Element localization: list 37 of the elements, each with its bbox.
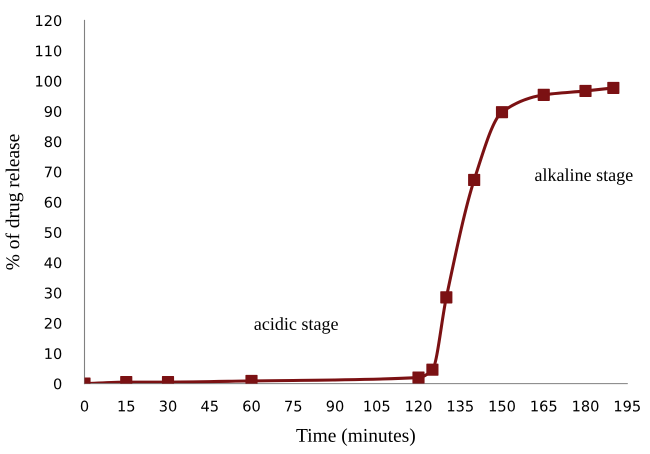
y-tick-label: 50 <box>44 227 62 238</box>
x-tick-label: 75 <box>285 400 302 412</box>
y-tick-label: 20 <box>44 318 62 329</box>
y-tick-label: 120 <box>36 15 62 26</box>
x-tick-label: 15 <box>118 400 134 412</box>
x-tick-label: 30 <box>160 400 176 412</box>
y-tick-label: 10 <box>45 348 62 360</box>
y-tick-label: 80 <box>44 136 62 148</box>
point <box>496 106 508 118</box>
y-tick-label: 70 <box>44 166 62 178</box>
x-tick-label: 135 <box>448 400 473 412</box>
y-tick-label: 0 <box>54 378 62 390</box>
x-tick-label: 150 <box>490 400 515 412</box>
point <box>468 174 480 186</box>
y-tick-label: 100 <box>36 76 62 87</box>
x-tick-label: 120 <box>406 400 432 412</box>
x-tick-label: 90 <box>326 400 344 412</box>
x-tick-label: 180 <box>573 400 598 412</box>
x-tick-label: 165 <box>531 400 556 412</box>
point <box>579 84 592 98</box>
annotation: acidic stage <box>254 317 338 334</box>
y-tick-label: 30 <box>44 288 62 299</box>
y-tick-label: 110 <box>36 45 62 56</box>
point <box>607 82 620 94</box>
y-tick-label: 90 <box>44 106 62 117</box>
x-tick-label: 105 <box>364 400 390 412</box>
annotation: alkaline stage <box>535 168 633 185</box>
x-tick-label: 0 <box>80 400 88 412</box>
x-axis-title: Time (minutes) <box>296 428 415 446</box>
y-axis-title: % of drug release <box>5 134 24 270</box>
x-tick-label: 45 <box>201 400 218 412</box>
point <box>538 88 550 101</box>
point <box>440 291 452 304</box>
y-tick-label: 40 <box>44 257 62 268</box>
y-tick-label: 60 <box>44 196 62 208</box>
x-tick-label: 60 <box>243 400 260 412</box>
x-tick-label: 195 <box>614 400 640 412</box>
